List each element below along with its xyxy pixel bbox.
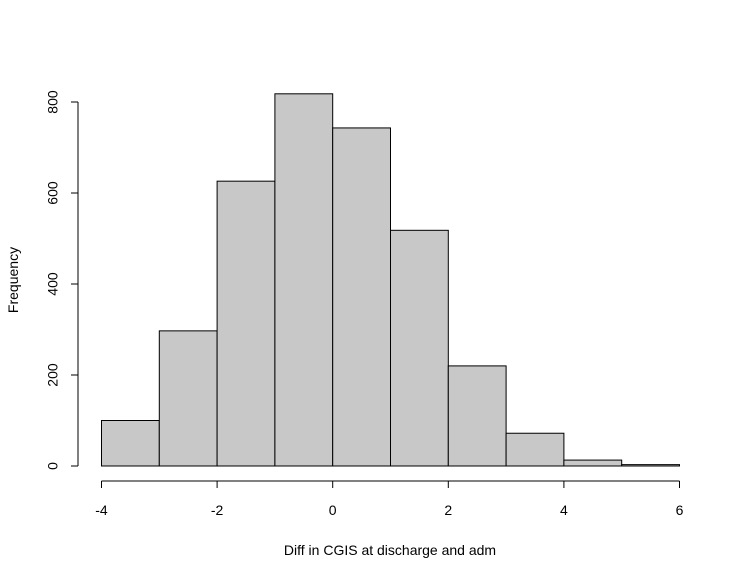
- y-tick-label: 400: [45, 272, 61, 296]
- y-tick-label: 200: [45, 363, 61, 387]
- x-axis-title: Diff in CGIS at discharge and adm: [284, 542, 496, 558]
- x-tick-label: 4: [560, 502, 568, 518]
- histogram-bar: [101, 420, 160, 467]
- y-tick-label: 600: [45, 181, 61, 205]
- x-axis: -4 -2 0 2 4 6: [95, 480, 684, 518]
- x-tick-label: -2: [211, 502, 224, 518]
- bars-layer: [101, 93, 681, 467]
- y-axis: 0 200 400 600 800: [45, 90, 79, 470]
- histogram-bar: [158, 330, 218, 467]
- x-tick-label: 2: [444, 502, 452, 518]
- y-tick-label: 0: [45, 462, 61, 470]
- histogram-bar: [563, 459, 623, 467]
- x-tick-label: 6: [676, 502, 684, 518]
- histogram-bar: [621, 464, 681, 467]
- histogram-bar: [274, 93, 334, 467]
- x-tick-label: 0: [329, 502, 337, 518]
- histogram-bar: [505, 432, 565, 467]
- x-tick-label: -4: [95, 502, 108, 518]
- histogram-bar: [447, 365, 507, 467]
- histogram-bar: [216, 180, 276, 467]
- histogram-bar: [390, 229, 449, 467]
- y-axis-title: Frequency: [5, 247, 21, 313]
- y-tick-label: 800: [45, 90, 61, 114]
- histogram-bar: [332, 127, 392, 467]
